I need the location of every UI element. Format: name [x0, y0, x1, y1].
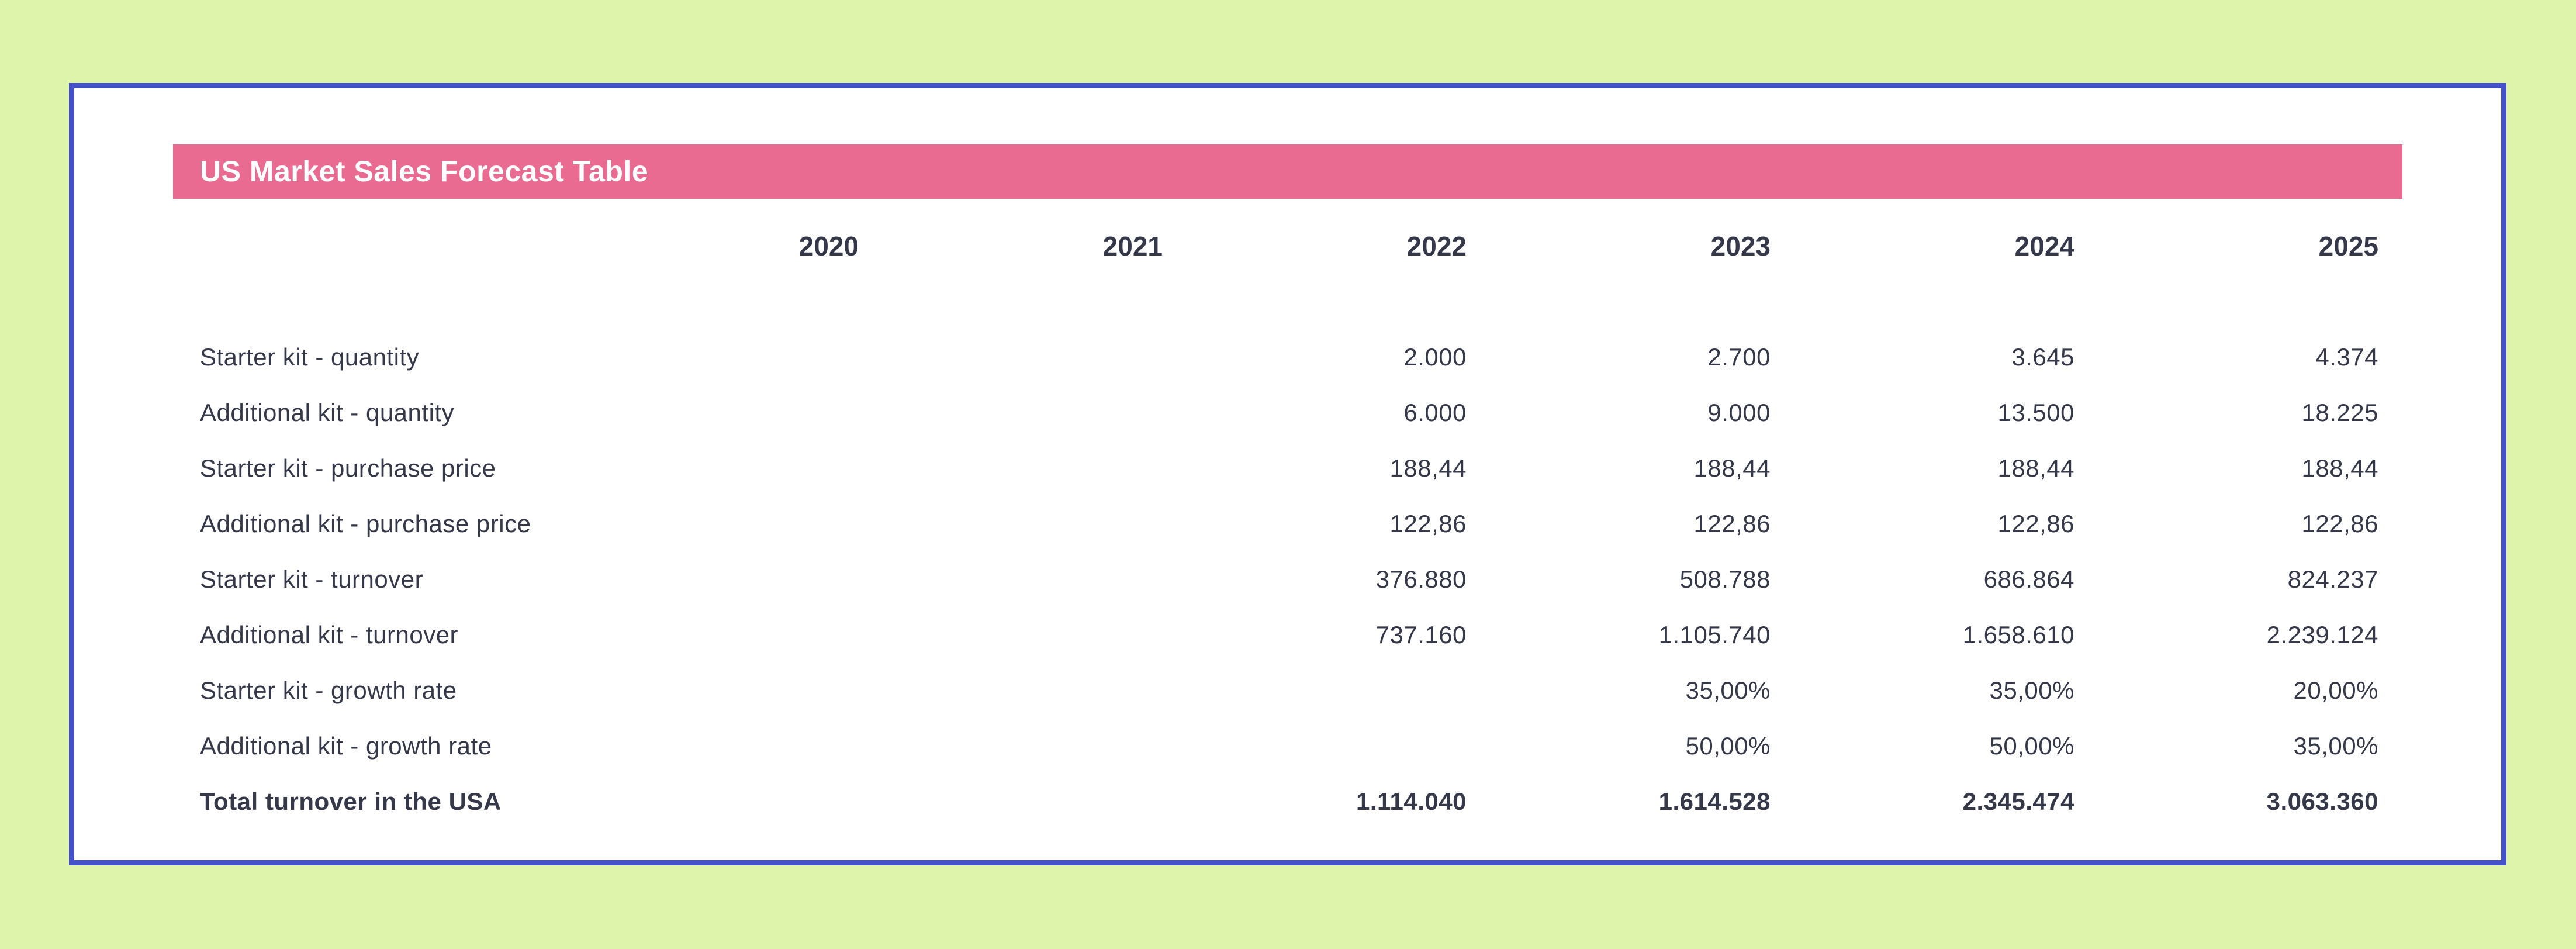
row-label: Additional kit - purchase price: [200, 509, 531, 537]
row-label: Starter kit - quantity: [200, 343, 420, 371]
cell-value: [579, 440, 883, 496]
cell-value: 122,86: [1389, 509, 1467, 537]
cell-value: 13.500: [1997, 398, 2074, 426]
cell-value: 2.000: [1403, 343, 1467, 371]
table-title: US Market Sales Forecast Table: [200, 155, 649, 188]
cell-value: [883, 329, 1187, 385]
cell-value: 188,44: [1997, 454, 2074, 482]
cell-value: 9.000: [1707, 398, 1771, 426]
cell-value: [579, 385, 883, 440]
cell-value: 376.880: [1375, 565, 1467, 593]
cell-value: 20,00%: [2293, 676, 2378, 704]
cell-value: [579, 607, 883, 662]
cell-value: [883, 662, 1187, 718]
cell-value: 2.700: [1707, 343, 1771, 371]
cell-value: 50,00%: [1685, 731, 1771, 760]
column-header-2022: 2022: [1406, 230, 1467, 261]
column-header-2023: 2023: [1710, 230, 1771, 261]
cell-value: 18.225: [2301, 398, 2378, 426]
spacer-row: [173, 274, 2402, 329]
row-label: Additional kit - quantity: [200, 398, 455, 426]
total-row: Total turnover in the USA 1.114.040 1.61…: [173, 774, 2402, 829]
cell-value: 35,00%: [1989, 676, 2074, 704]
cell-value: [579, 718, 883, 774]
title-banner: US Market Sales Forecast Table: [173, 144, 2402, 199]
cell-value: 6.000: [1403, 398, 1467, 426]
cell-value: [579, 774, 883, 829]
row-label: Starter kit - growth rate: [200, 676, 457, 704]
cell-value: [579, 662, 883, 718]
header-spacer-cell: [173, 218, 579, 274]
table-row: Starter kit - quantity 2.000 2.700 3.645…: [173, 329, 2402, 385]
cell-value: 686.864: [1983, 565, 2074, 593]
column-header-2020: 2020: [798, 230, 859, 261]
cell-value: 35,00%: [1685, 676, 1771, 704]
cell-value: [883, 496, 1187, 551]
table-row: Additional kit - purchase price 122,86 1…: [173, 496, 2402, 551]
cell-value: 188,44: [2301, 454, 2378, 482]
header-row: 2020 2021 2022 2023 2024 2025: [173, 218, 2402, 274]
forecast-table: 2020 2021 2022 2023 2024 2025 Starter ki…: [173, 218, 2402, 829]
row-label: Additional kit - growth rate: [200, 731, 492, 760]
cell-value: 122,86: [1693, 509, 1771, 537]
cell-value: 824.237: [2287, 565, 2378, 593]
cell-value: 1.105.740: [1658, 620, 1771, 648]
column-header-2024: 2024: [2014, 230, 2074, 261]
cell-value: 1.114.040: [1356, 787, 1467, 815]
table-row: Additional kit - quantity 6.000 9.000 13…: [173, 385, 2402, 440]
cell-value: 3.645: [2011, 343, 2074, 371]
row-label: Additional kit - turnover: [200, 620, 459, 648]
cell-value: [883, 774, 1187, 829]
column-header-2021: 2021: [1102, 230, 1163, 261]
cell-value: 122,86: [1997, 509, 2074, 537]
cell-value: 3.063.360: [2266, 787, 2378, 815]
table-row: Starter kit - turnover 376.880 508.788 6…: [173, 551, 2402, 607]
cell-value: [883, 385, 1187, 440]
cell-value: 1.658.610: [1962, 620, 2074, 648]
cell-value: 737.160: [1375, 620, 1467, 648]
cell-value: 2.345.474: [1962, 787, 2074, 815]
cell-value: 188,44: [1389, 454, 1467, 482]
cell-value: 50,00%: [1989, 731, 2074, 760]
spacer-cell: [173, 274, 2402, 329]
cell-value: 1.614.528: [1658, 787, 1771, 815]
table-row: Additional kit - growth rate 50,00% 50,0…: [173, 718, 2402, 774]
cell-value: 508.788: [1679, 565, 1771, 593]
cell-value: [579, 496, 883, 551]
table-row: Additional kit - turnover 737.160 1.105.…: [173, 607, 2402, 662]
row-label: Starter kit - purchase price: [200, 454, 496, 482]
cell-value: 122,86: [2301, 509, 2378, 537]
row-label: Total turnover in the USA: [200, 787, 502, 815]
table-row: Starter kit - growth rate 35,00% 35,00% …: [173, 662, 2402, 718]
cell-value: [1187, 662, 1491, 718]
cell-value: 188,44: [1693, 454, 1771, 482]
card-content: US Market Sales Forecast Table 2020 2021…: [74, 88, 2501, 829]
cell-value: [1187, 718, 1491, 774]
cell-value: [579, 329, 883, 385]
cell-value: 2.239.124: [2266, 620, 2378, 648]
cell-value: 35,00%: [2293, 731, 2378, 760]
cell-value: [883, 440, 1187, 496]
column-header-2025: 2025: [2318, 230, 2378, 261]
cell-value: [883, 718, 1187, 774]
forecast-card: US Market Sales Forecast Table 2020 2021…: [69, 83, 2506, 865]
table-row: Starter kit - purchase price 188,44 188,…: [173, 440, 2402, 496]
cell-value: [579, 551, 883, 607]
cell-value: [883, 607, 1187, 662]
cell-value: [883, 551, 1187, 607]
row-label: Starter kit - turnover: [200, 565, 424, 593]
cell-value: 4.374: [2315, 343, 2378, 371]
